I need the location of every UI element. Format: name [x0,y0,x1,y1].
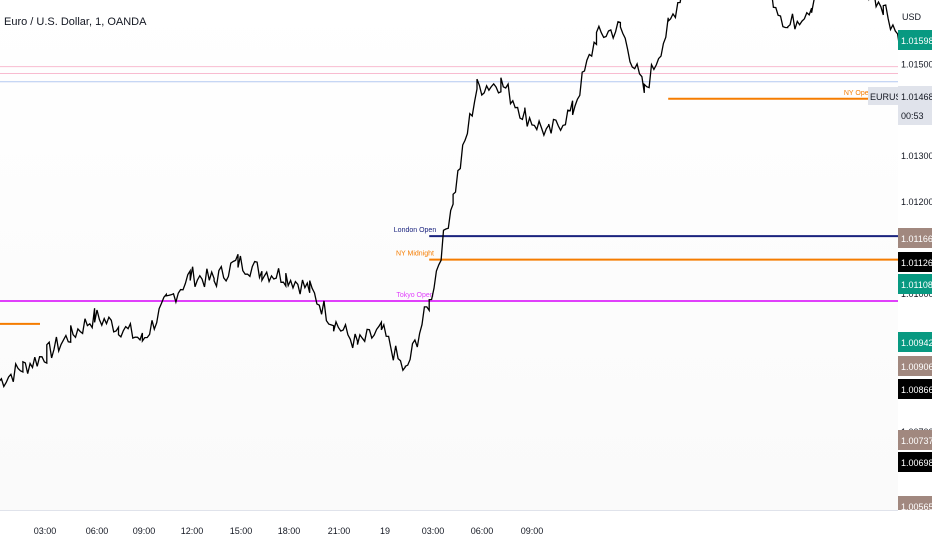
time-scale[interactable]: 03:00 06:00 09:00 12:00 15:00 18:00 21:00 19 03:… [0,511,898,551]
price-tag-text: 1.00565 [901,502,932,510]
level-label: NY Open [844,90,873,97]
symbol-title[interactable]: Euro / U.S. Dollar, 1, OANDA [4,16,147,28]
price-tag-text: 1.00737 [901,436,932,446]
price-tag: 1.01468 [898,86,932,106]
price-tag-bg [898,274,932,294]
symbol-tag-bg [868,87,898,105]
price-tag: 1.00942 [898,332,932,352]
time-axis[interactable]: 03:00 06:00 09:00 12:00 15:00 18:00 21:00 19 03:… [0,510,898,551]
currency-label: USD [902,12,922,22]
time-tick-label: 03:00 [34,526,57,536]
price-tag-bg [898,86,932,106]
chart-canvas[interactable]: NY Open London Open NY Midnight Tokyo Open E… [0,0,898,510]
price-tag-bg [898,379,932,399]
time-tick-label: 09:00 [521,526,544,536]
chart-plot-area[interactable]: NY Open London Open NY Midnight Tokyo Open E… [0,0,898,510]
price-tag-text: 00:53 [901,111,924,121]
price-tick-label: 1.01300 [901,151,932,161]
price-tag-text: 1.00942 [901,338,932,348]
price-axis[interactable]: USD1.015001.014001.013001.012001.010001.… [898,0,932,516]
axis-corner [898,510,932,550]
price-tag: 00:53 [898,105,932,125]
price-tag-bg [898,105,932,125]
price-tag-bg [898,228,932,248]
level-label: London Open [394,227,437,234]
time-tick-label: 03:00 [422,526,445,536]
price-tag-text: 1.01126 [901,258,932,268]
time-tick-label: 09:00 [133,526,156,536]
price-tag-bg [898,30,932,50]
price-series-line [0,0,898,389]
price-tag-text: 1.01108 [901,280,932,290]
time-tick-label: 19 [380,526,390,536]
price-tag: 1.00906 [898,356,932,376]
time-tick-label: 21:00 [328,526,351,536]
price-tag: 1.00698 [898,452,932,472]
price-tick-label: 1.01200 [901,197,932,207]
price-tag: 1.01108 [898,274,932,294]
price-tag-text: 1.00866 [901,385,932,395]
price-scale[interactable]: USD1.015001.014001.013001.012001.010001.… [898,0,932,516]
symbol-price-tag: EURUSD [868,87,898,105]
symbol-tag-text: EURUSD [870,92,898,102]
level-label: Tokyo Open [396,292,433,299]
price-tag-text: 1.01166 [901,234,932,244]
price-tag-text: 1.00698 [901,458,932,468]
price-tag: 1.00737 [898,430,932,450]
price-tag-text: 1.01468 [901,92,932,102]
price-tick-label: 1.01500 [901,59,932,69]
price-tag: 1.00866 [898,379,932,399]
price-tag-bg [898,430,932,450]
time-tick-label: 18:00 [278,526,301,536]
price-tag: 1.01126 [898,252,932,272]
price-tag-bg [898,332,932,352]
price-tick-label: 1.01000 [901,289,932,299]
price-tag-text: 1.00906 [901,362,932,372]
time-tick-label: 15:00 [230,526,253,536]
time-tick-label: 12:00 [181,526,204,536]
price-tag-bg [898,252,932,272]
level-label: NY Midnight [396,251,434,258]
price-tag: 1.01598 [898,30,932,50]
price-tag-text: 1.01598 [901,36,932,46]
time-tick-label: 06:00 [471,526,494,536]
price-tag-bg [898,452,932,472]
price-tag: 1.00565 [898,496,932,516]
price-tag-bg [898,356,932,376]
time-tick-label: 06:00 [86,526,109,536]
price-tag: 1.01166 [898,228,932,248]
